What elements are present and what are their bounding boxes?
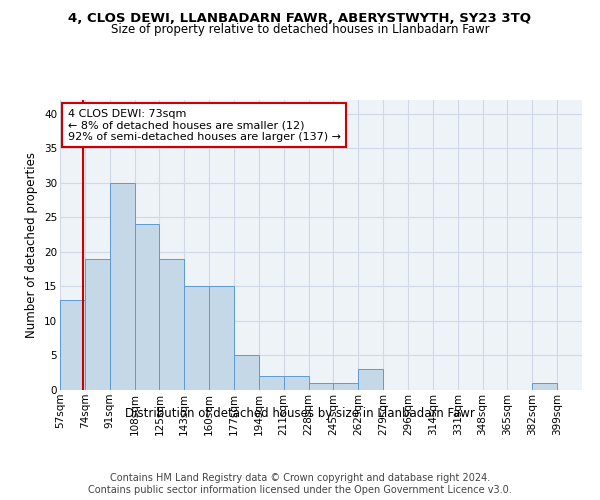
Text: 4, CLOS DEWI, LLANBADARN FAWR, ABERYSTWYTH, SY23 3TQ: 4, CLOS DEWI, LLANBADARN FAWR, ABERYSTWY… <box>68 12 532 26</box>
Y-axis label: Number of detached properties: Number of detached properties <box>25 152 38 338</box>
Bar <box>284 376 308 390</box>
Text: Size of property relative to detached houses in Llanbadarn Fawr: Size of property relative to detached ho… <box>110 22 490 36</box>
Text: Distribution of detached houses by size in Llanbadarn Fawr: Distribution of detached houses by size … <box>125 408 475 420</box>
Bar <box>134 224 160 390</box>
Bar <box>184 286 209 390</box>
Text: 4 CLOS DEWI: 73sqm
← 8% of detached houses are smaller (12)
92% of semi-detached: 4 CLOS DEWI: 73sqm ← 8% of detached hous… <box>68 108 341 142</box>
Bar <box>358 370 383 390</box>
Bar <box>160 259 184 390</box>
Text: Contains HM Land Registry data © Crown copyright and database right 2024.
Contai: Contains HM Land Registry data © Crown c… <box>88 474 512 495</box>
Bar <box>85 259 110 390</box>
Bar <box>334 383 358 390</box>
Bar <box>234 356 259 390</box>
Bar <box>60 300 85 390</box>
Bar <box>209 286 234 390</box>
Bar <box>308 383 334 390</box>
Bar <box>259 376 284 390</box>
Bar <box>110 183 134 390</box>
Bar <box>532 383 557 390</box>
